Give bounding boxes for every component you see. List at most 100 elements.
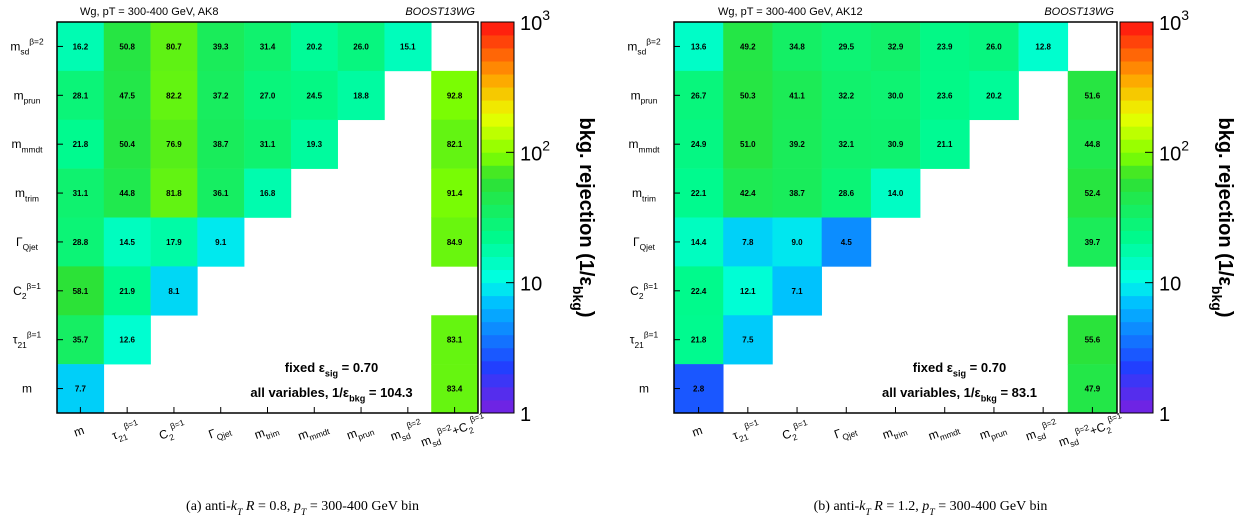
heatmap-cell [969,70,1019,121]
cell-label: 16.2 [73,42,89,51]
colorbar-band [1120,347,1153,362]
cell-label: 38.7 [789,189,805,198]
colorbar-band [481,282,514,297]
text-part: = 300-400 GeV bin [306,499,419,514]
cell-label: 9.0 [791,238,803,247]
text-part: 10 [520,143,542,165]
text-part: sd [431,436,443,449]
colorbar-band [1120,152,1153,166]
text-part: sd [1069,436,1081,449]
heatmap-cell [150,70,198,121]
colorbar-band [481,256,514,271]
heatmap-cell [870,119,921,169]
text-part: bkg [981,394,997,404]
heatmap-cell [150,119,198,169]
heatmap-cell [969,22,1019,72]
text-part: 2 [168,431,176,442]
colorbar-band [481,204,514,218]
text-part: β=2 [646,36,661,46]
colorbar-band [481,334,514,349]
cell-label: 14.4 [691,238,707,247]
colorbar-band [481,230,514,244]
cell-label: 81.8 [166,189,182,198]
cell-label: 32.1 [838,140,854,149]
heatmap-cell [244,168,292,218]
y-tick-label: C2β=1 [13,281,41,301]
heatmap-cell [723,70,773,121]
heatmap-cell [1018,22,1069,72]
text-part: R [871,499,884,514]
heatmap-cell [103,217,151,267]
heatmap-cell [1067,315,1118,365]
colorbar-band [1120,399,1153,414]
heatmap-cell [103,22,151,72]
colorbar-frame [1119,21,1154,414]
text-part: = 0.8, [254,499,293,514]
text-part: β=1 [27,330,42,340]
heatmap-cell [244,22,292,72]
text-part: mmdt [22,144,44,154]
heatmap-cell [290,119,338,169]
cell-label: 24.5 [306,91,322,100]
text-part: = 300-400 GeV bin [935,499,1048,514]
text-part: prun [357,427,376,442]
text-part: prun [989,427,1008,442]
colorbar-band [481,217,514,231]
annotation: all variables, 1/εbkg = 83.1 [882,385,1037,404]
cell-label: 32.9 [888,42,904,51]
colorbar-band [481,165,514,179]
text-part: prun [24,96,41,106]
text-part: trim [642,193,656,203]
chart-title: Wg, pT = 300-400 GeV, AK12 [718,6,863,18]
text-part: trim [25,193,39,203]
text-part: m [419,433,433,450]
text-part: prun [641,96,658,106]
text-part: β=2 [29,36,44,46]
text-part: 2 [791,431,799,442]
colorbar-tick-label: 10 [520,274,542,296]
text-part: sig [325,369,338,379]
text-part: β=1 [468,410,485,424]
colorbar-band [481,191,514,205]
text-part: Γ [832,426,843,442]
colorbar-band [1120,308,1153,323]
x-tick-label: mmmdt [296,419,332,446]
y-tick-label: msdβ=2 [627,36,661,56]
text-part: m [388,427,402,444]
text-part: 2 [1181,137,1189,153]
heatmap-cell [920,119,970,169]
colorbar-band [481,126,514,140]
text-part: bkg [349,394,365,404]
cell-label: 52.4 [1085,189,1101,198]
y-tick-label: mtrim [632,186,656,203]
text-part: m [926,427,940,444]
colorbar-band [1120,256,1153,271]
y-tick-label: mmmdt [629,137,661,154]
heatmap-cell [431,315,479,365]
colorbar-band [1120,35,1153,49]
text-part: m [690,423,704,440]
cell-label: 21.8 [691,336,707,345]
heatmap-cell [870,168,921,218]
x-tick-label: ΓQjet [207,421,234,445]
x-tick-label: mtrim [252,421,280,445]
text-part: Γ [16,235,23,249]
text-part: p [921,499,929,514]
y-tick-label: τ21β=1 [13,330,42,350]
annotation: all variables, 1/εbkg = 104.3 [250,385,412,404]
cell-label: 51.0 [740,140,756,149]
text-part: 2 [639,291,644,301]
cell-label: 7.7 [75,385,87,394]
text-part: all variables, 1/ε [882,385,981,400]
heatmap-cell [103,168,151,218]
heatmap-cell [57,266,105,316]
heatmap-cell [870,22,921,72]
cell-label: 34.8 [789,42,805,51]
text-part: 10 [520,13,542,35]
text-part: m [12,137,22,151]
heatmap-cell [103,119,151,169]
heatmap-cell [197,217,245,267]
heatmap-cell [674,315,724,365]
colorbar-band [481,243,514,257]
